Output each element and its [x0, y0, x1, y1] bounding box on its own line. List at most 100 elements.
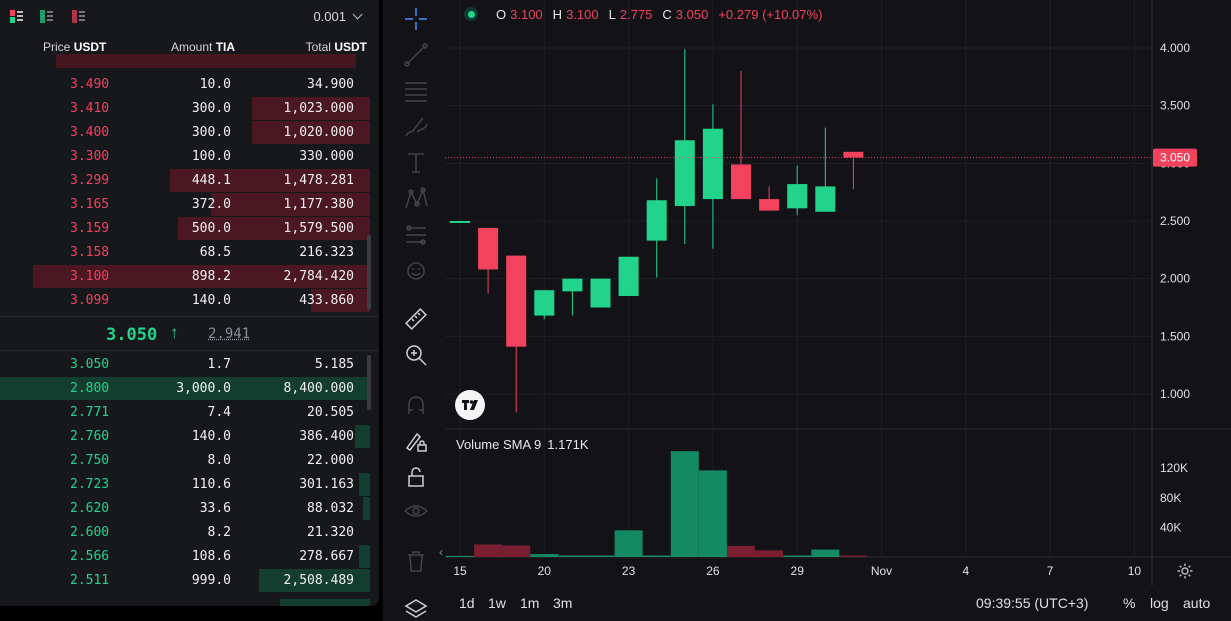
ask-price: 3.400: [70, 125, 110, 140]
candle-body: [759, 199, 780, 211]
ask-row[interactable]: 3.165 372.0 1,177.380: [0, 193, 370, 217]
collapse-arrow-icon[interactable]: ‹: [439, 545, 443, 559]
ask-price: 3.165: [70, 197, 110, 212]
pattern-icon[interactable]: [403, 186, 429, 212]
ask-amount: 898.2: [191, 269, 231, 284]
settings-gear-icon[interactable]: [1176, 562, 1194, 580]
bid-amount: 110.6: [191, 477, 231, 492]
ask-row[interactable]: 3.100 898.2 2,784.420: [0, 265, 370, 289]
auto-scale-toggle[interactable]: auto: [1183, 595, 1211, 611]
log-scale-toggle[interactable]: log: [1150, 595, 1169, 611]
volume-bar: [474, 544, 503, 557]
mark-price[interactable]: 2.941: [208, 326, 251, 342]
bid-total: 21.320: [307, 525, 354, 540]
view-both-icon[interactable]: [10, 10, 24, 24]
ask-total: 330.000: [299, 149, 354, 164]
ask-row[interactable]: 3.400 300.0 1,020.000: [0, 121, 370, 145]
view-asks-icon[interactable]: [72, 10, 86, 24]
price-tick-label: 1.000: [1160, 387, 1190, 401]
volume-bar: [446, 555, 474, 557]
ask-amount: 140.0: [191, 293, 231, 308]
candle-body: [646, 200, 667, 241]
price-chart[interactable]: 4.0003.5003.0002.5002.0001.5001.00015202…: [383, 0, 1231, 621]
bid-row-cutoff: [0, 599, 370, 606]
ask-price: 3.299: [70, 173, 110, 188]
bid-row[interactable]: 2.566 108.6 278.667: [0, 545, 370, 569]
timeframe-3m[interactable]: 3m: [553, 595, 573, 611]
lock-drawing-icon[interactable]: [403, 428, 429, 454]
chevron-down-icon: [352, 9, 363, 20]
volume-bar: [670, 451, 699, 557]
ask-total: 1,579.500: [283, 221, 354, 236]
ruler-icon[interactable]: [403, 306, 429, 332]
emoji-icon[interactable]: [403, 258, 429, 284]
brush-icon[interactable]: [403, 114, 429, 140]
bid-row[interactable]: 2.800 3,000.0 8,400.000: [0, 377, 370, 401]
time-tick-label: Nov: [871, 564, 892, 578]
clock-timezone[interactable]: 09:39:55 (UTC+3): [976, 595, 1089, 611]
magnet-icon[interactable]: [403, 392, 429, 418]
ask-amount: 300.0: [191, 101, 231, 116]
bid-depth-bar: [359, 473, 370, 496]
unlock-icon[interactable]: [403, 464, 429, 490]
bid-price: 2.566: [70, 549, 110, 564]
ask-row[interactable]: 3.158 68.5 216.323: [0, 241, 370, 265]
bid-row[interactable]: 3.050 1.7 5.185: [0, 353, 370, 377]
chart-bottom-bar: 1d 1w 1m 3m 09:39:55 (UTC+3) % log auto: [383, 586, 1231, 621]
ask-row[interactable]: 3.099 140.0 433.860: [0, 289, 370, 313]
bid-row[interactable]: 2.771 7.4 20.505: [0, 401, 370, 425]
bid-amount: 7.4: [207, 405, 231, 420]
bid-row[interactable]: 2.723 110.6 301.163: [0, 473, 370, 497]
ask-row[interactable]: 3.410 300.0 1,023.000: [0, 97, 370, 121]
zoom-in-icon[interactable]: [403, 342, 429, 368]
candle-body: [702, 128, 723, 200]
bid-row[interactable]: 2.620 33.6 88.032: [0, 497, 370, 521]
volume-bar: [502, 545, 531, 557]
trash-icon[interactable]: [403, 548, 429, 574]
bid-row[interactable]: 2.600 8.2 21.320: [0, 521, 370, 545]
ask-row[interactable]: 3.300 100.0 330.000: [0, 145, 370, 169]
bid-amount: 3,000.0: [176, 381, 231, 396]
drawing-toolbar: [383, 0, 445, 621]
price-tick-label: 2.500: [1160, 214, 1190, 228]
last-price: 3.050: [106, 325, 158, 345]
bid-total: 22.000: [307, 453, 354, 468]
tick-size-select[interactable]: 0.001: [313, 9, 363, 24]
prediction-icon[interactable]: [403, 222, 429, 248]
time-tick-label: 20: [538, 564, 552, 578]
ask-total: 1,020.000: [283, 125, 354, 140]
close-label: C: [662, 7, 672, 22]
text-tool-icon[interactable]: [403, 150, 429, 176]
ask-row[interactable]: 3.159 500.0 1,579.500: [0, 217, 370, 241]
timeframe-1w[interactable]: 1w: [488, 595, 506, 611]
ask-amount: 500.0: [191, 221, 231, 236]
ask-row[interactable]: 3.299 448.1 1,478.281: [0, 169, 370, 193]
bids-scrollbar[interactable]: [367, 355, 371, 410]
fib-retracement-icon[interactable]: [403, 78, 429, 104]
percent-scale-toggle[interactable]: %: [1123, 595, 1136, 611]
view-bids-icon[interactable]: [40, 10, 54, 24]
bid-row[interactable]: 2.511 999.0 2,508.489: [0, 569, 370, 593]
crosshair-icon[interactable]: [403, 6, 429, 32]
volume-tick-label: 80K: [1160, 491, 1181, 505]
total-column-header: Total USDT: [305, 40, 367, 54]
current-price-label-bg: [1153, 148, 1197, 167]
tradingview-logo[interactable]: [455, 390, 485, 420]
trend-line-icon[interactable]: [403, 42, 429, 68]
ask-row[interactable]: 3.490 10.0 34.900: [0, 73, 370, 97]
layers-icon[interactable]: [403, 596, 429, 620]
bid-row[interactable]: 2.760 140.0 386.400: [0, 425, 370, 449]
bid-price: 2.800: [70, 381, 110, 396]
asks-scrollbar[interactable]: [367, 235, 371, 310]
timeframe-1d[interactable]: 1d: [459, 595, 475, 611]
ask-total: 433.860: [299, 293, 354, 308]
volume-legend[interactable]: Volume SMA 9 1.171K: [456, 437, 594, 452]
timeframe-1m[interactable]: 1m: [520, 595, 540, 611]
candle-body: [787, 184, 808, 209]
ask-depth-bar: [170, 169, 370, 192]
ask-price: 3.490: [70, 77, 110, 92]
change-value: +0.279 (+10.07%): [718, 7, 823, 22]
close-value: 3.050: [675, 7, 709, 22]
bid-row[interactable]: 2.750 8.0 22.000: [0, 449, 370, 473]
eye-icon[interactable]: [403, 498, 429, 524]
